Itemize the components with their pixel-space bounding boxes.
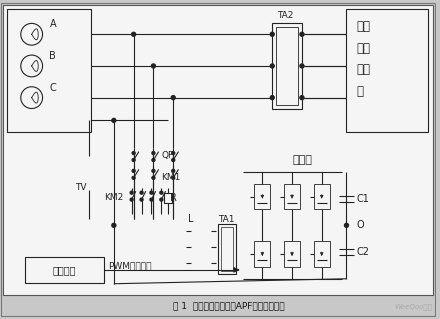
Bar — [254, 184, 270, 210]
Circle shape — [171, 96, 175, 100]
Circle shape — [132, 32, 136, 36]
Circle shape — [132, 176, 135, 179]
Bar — [7, 9, 91, 132]
Bar — [221, 227, 233, 271]
Circle shape — [172, 169, 175, 172]
Circle shape — [172, 159, 175, 161]
Text: 载: 载 — [356, 85, 363, 98]
Circle shape — [300, 96, 304, 100]
Text: KM1: KM1 — [161, 173, 181, 182]
Bar — [254, 241, 270, 267]
Text: TV: TV — [75, 183, 87, 192]
Text: QF: QF — [161, 151, 173, 160]
Text: O: O — [356, 220, 364, 230]
Text: 合负: 合负 — [356, 63, 370, 77]
Circle shape — [130, 191, 133, 194]
Circle shape — [300, 64, 304, 68]
Circle shape — [132, 169, 135, 172]
Circle shape — [152, 159, 155, 161]
Circle shape — [152, 176, 155, 179]
Circle shape — [270, 32, 274, 36]
Circle shape — [172, 152, 175, 154]
Circle shape — [160, 198, 163, 201]
Text: 图 1  三相四线制并联型APF的系统结构图: 图 1 三相四线制并联型APF的系统结构图 — [173, 301, 285, 310]
Bar — [314, 241, 330, 267]
Text: WeeQoo维库: WeeQoo维库 — [394, 303, 432, 310]
Text: C: C — [49, 83, 56, 93]
Circle shape — [112, 118, 116, 122]
Bar — [284, 241, 300, 267]
Bar — [346, 9, 428, 132]
Bar — [284, 184, 300, 210]
Circle shape — [140, 191, 143, 194]
Text: 主电路: 主电路 — [292, 155, 312, 165]
Circle shape — [130, 198, 133, 201]
Text: C2: C2 — [356, 247, 369, 257]
Circle shape — [270, 64, 274, 68]
Text: L: L — [188, 214, 194, 224]
Text: B: B — [49, 51, 56, 61]
Text: PWM驱动信号: PWM驱动信号 — [108, 261, 151, 271]
Circle shape — [151, 64, 155, 68]
Circle shape — [172, 176, 175, 179]
Text: TA2: TA2 — [277, 11, 293, 20]
Circle shape — [152, 152, 155, 154]
Bar — [276, 27, 298, 105]
Circle shape — [300, 32, 304, 36]
Text: 控制系统: 控制系统 — [53, 265, 76, 275]
Circle shape — [132, 159, 135, 161]
Text: TA1: TA1 — [218, 215, 234, 224]
Text: KM2: KM2 — [104, 193, 123, 202]
Circle shape — [345, 223, 348, 227]
Circle shape — [150, 198, 153, 201]
Circle shape — [152, 169, 155, 172]
Circle shape — [112, 223, 116, 227]
Bar — [272, 23, 302, 108]
Circle shape — [270, 96, 274, 100]
Bar — [218, 224, 235, 274]
Text: R: R — [170, 193, 177, 203]
Bar — [25, 257, 104, 283]
Text: A: A — [49, 19, 56, 29]
Text: 性综: 性综 — [356, 42, 370, 55]
Circle shape — [160, 191, 163, 194]
Text: C1: C1 — [356, 194, 369, 204]
Bar — [314, 184, 330, 210]
Circle shape — [132, 152, 135, 154]
Bar — [164, 193, 172, 203]
Bar — [13, 142, 427, 286]
Circle shape — [140, 198, 143, 201]
Circle shape — [150, 191, 153, 194]
Text: 非线: 非线 — [356, 20, 370, 33]
